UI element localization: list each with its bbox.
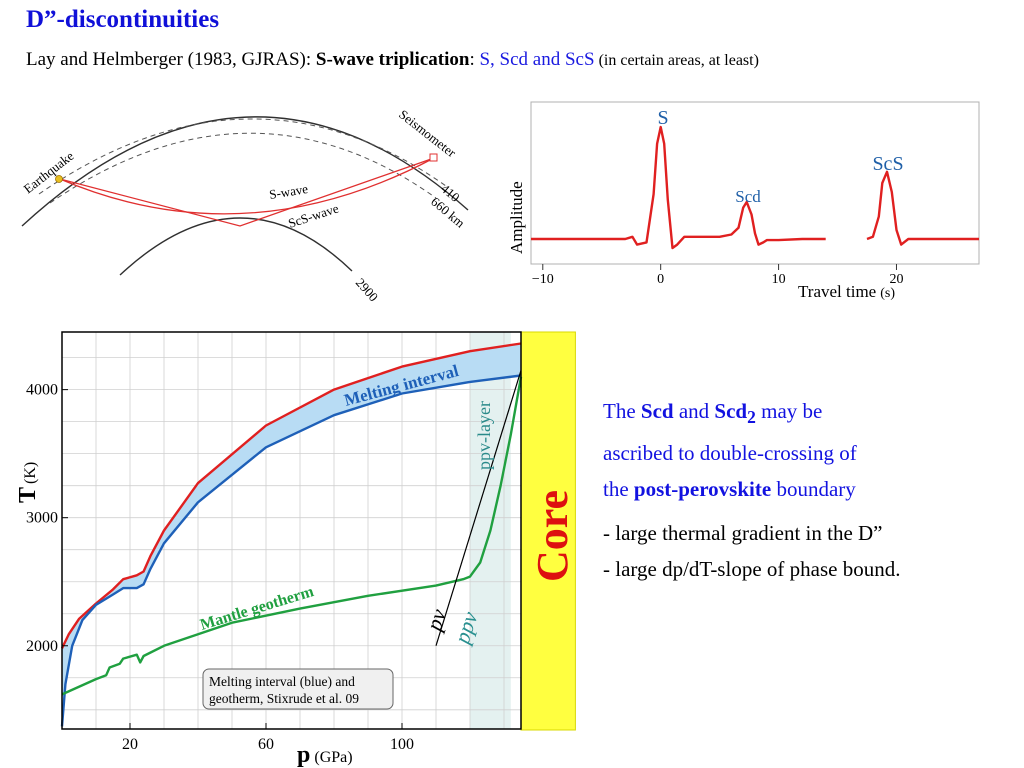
seismogram-chart: −10 0 10 20 S Scd ScS Amplitude Travel time… [507,101,980,301]
core-mantle-boundary-arc [119,217,353,276]
seismometer-label: Seismometer [396,107,459,161]
depth-label-2900: 2900 [353,275,382,304]
notes-bullet-2: - large dp/dT-slope of phase bound. [603,557,901,582]
seismogram-y-label: Amplitude [507,181,526,254]
melting-lower-line [60,374,522,727]
phase-y-label: T (K) [15,462,41,503]
mantle-geotherm-line [61,376,523,696]
subtitle-prefix: Lay and Helmberger (1983, GJRAS): [26,49,316,70]
notes-text: the [603,477,634,502]
phase-diagram-ticks: 20 60 100 2000 3000 4000 [26,382,414,753]
earth-surface-arc [21,116,469,227]
seismogram-trace-1 [531,125,826,250]
notes-scd2-subscript: 2 [747,407,756,428]
earthquake-label: Earthquake [21,148,77,196]
phase-x-label-text: p [297,742,310,768]
peak-label-scs: ScS [872,153,903,175]
discontinuity-410-arc [38,118,447,195]
notes-scd: Scd [640,399,674,423]
phase-diagram-frame [61,331,522,730]
slide-title: D”-discontinuities [26,6,220,33]
ppv-layer-label: ppv-layer [474,401,494,470]
subtitle-phases: S, Scd and ScS [479,49,595,70]
subtitle-bold: S-wave triplication [315,49,470,70]
phase-x-tick-label: 20 [122,736,138,753]
phase-y-tick-label: 4000 [26,382,58,399]
seismogram-x-label: Travel time (s) [798,282,895,301]
notes-line-2: ascribed to double-crossing of [603,441,857,466]
scs-wave-ray [59,157,435,227]
melting-interval-area [62,343,521,727]
seismogram-x-ticks: −10 0 10 20 [532,264,903,287]
source-legend-line-1: Melting interval (blue) and [209,674,355,689]
notes-post-perovskite: post-perovskite [633,477,772,502]
phase-diagram-grid [62,332,521,729]
seismometer-marker [429,153,438,162]
subtitle: Lay and Helmberger (1983, GJRAS): S-wave… [26,49,759,71]
phase-y-label-unit: (K) [22,462,39,484]
phase-x-label-unit: (GPa) [314,749,352,766]
phase-y-tick-label: 3000 [26,510,58,527]
melting-interval-fill [62,343,521,727]
notes-bullets: - large thermal gradient in the D” - lar… [603,515,1003,587]
notes-line-1: The Scd and Scd2 may be [603,393,1003,435]
notes-line-3: the post-perovskite boundary [603,471,1003,507]
phase-x-label: p (GPa) [297,742,353,768]
seismogram-x-tick-label: 10 [772,272,786,287]
s-wave-label: S-wave [268,181,309,202]
melting-upper-line [60,342,522,649]
seismogram-x-label-text: Travel time [798,282,876,301]
notes-text: may be [755,399,823,423]
peak-label-s: S [657,107,668,129]
peak-label-scd: Scd [735,187,761,206]
seismogram-x-tick-label: −10 [532,272,554,287]
phase-boundary-line [435,370,522,646]
earthquake-marker [55,175,63,183]
seismogram-traces [531,125,979,250]
phase-y-tick-label: 2000 [26,638,58,655]
phase-x-tick-label: 100 [390,736,414,753]
s-wave-ray [59,157,435,215]
phase-diagram-series [60,342,523,727]
ray-diagram: Earthquake Seismometer S-wave ScS-wave 4… [21,107,469,304]
source-legend-line-2: geotherm, Stixrude et al. 09 [209,691,359,706]
subtitle-colon: : [469,49,480,70]
discontinuity-660-arc [49,132,437,204]
source-legend-box [202,668,394,710]
notes-text: and [673,399,715,423]
notes-panel: The Scd and Scd2 may be ascribed to doub… [603,393,1003,587]
seismogram-x-tick-label: 20 [889,272,903,287]
seismogram-x-tick-label: 0 [657,272,664,287]
subtitle-note: (in certain areas, at least) [594,52,759,69]
phase-diagram-chart: 20 60 100 2000 3000 4000 ppv-layer Core Melti… [15,331,577,768]
core-label: Core [528,490,577,582]
notes-bullet-1: - large thermal gradient in the D” [603,521,883,546]
seismogram-x-label-unit: (s) [880,286,895,301]
notes-scd2: Scd2 [714,399,755,427]
notes-scd2-text: Scd [714,399,748,423]
seismogram-trace-2 [866,170,979,246]
notes-text: The [603,399,641,423]
notes-text: boundary [771,477,856,502]
phase-x-tick-label: 60 [258,736,274,753]
phase-y-label-text: T [15,487,41,503]
scs-wave-label: ScS-wave [286,200,340,230]
